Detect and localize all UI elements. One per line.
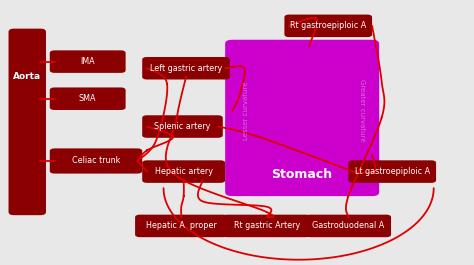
FancyBboxPatch shape (135, 215, 228, 237)
Text: SMA: SMA (79, 94, 96, 103)
FancyBboxPatch shape (50, 87, 126, 110)
Text: IMA: IMA (81, 57, 95, 66)
Text: Hepatic A  proper: Hepatic A proper (146, 222, 217, 230)
Text: Hepatic artery: Hepatic artery (155, 167, 213, 176)
FancyBboxPatch shape (284, 15, 372, 37)
FancyBboxPatch shape (225, 40, 379, 196)
FancyBboxPatch shape (142, 115, 223, 138)
FancyBboxPatch shape (50, 50, 126, 73)
FancyBboxPatch shape (306, 215, 391, 237)
Text: Stomach: Stomach (272, 168, 333, 182)
FancyBboxPatch shape (142, 57, 230, 80)
Text: Rt gastric Artery: Rt gastric Artery (234, 222, 300, 230)
FancyBboxPatch shape (50, 148, 142, 174)
Text: Left gastric artery: Left gastric artery (150, 64, 222, 73)
Text: Splenic artery: Splenic artery (155, 122, 210, 131)
Text: Greater curvature: Greater curvature (359, 79, 365, 142)
Text: Aorta: Aorta (13, 72, 41, 81)
Text: Lt gastroepiploic A: Lt gastroepiploic A (355, 167, 430, 176)
Text: Celiac trunk: Celiac trunk (72, 157, 120, 165)
FancyBboxPatch shape (348, 160, 436, 183)
Text: Lesser curvature: Lesser curvature (243, 81, 248, 140)
FancyBboxPatch shape (142, 160, 225, 183)
FancyBboxPatch shape (9, 29, 46, 215)
Text: Rt gastroepiploic A: Rt gastroepiploic A (290, 21, 366, 30)
FancyBboxPatch shape (223, 215, 310, 237)
Text: Gastroduodenal A: Gastroduodenal A (312, 222, 384, 230)
